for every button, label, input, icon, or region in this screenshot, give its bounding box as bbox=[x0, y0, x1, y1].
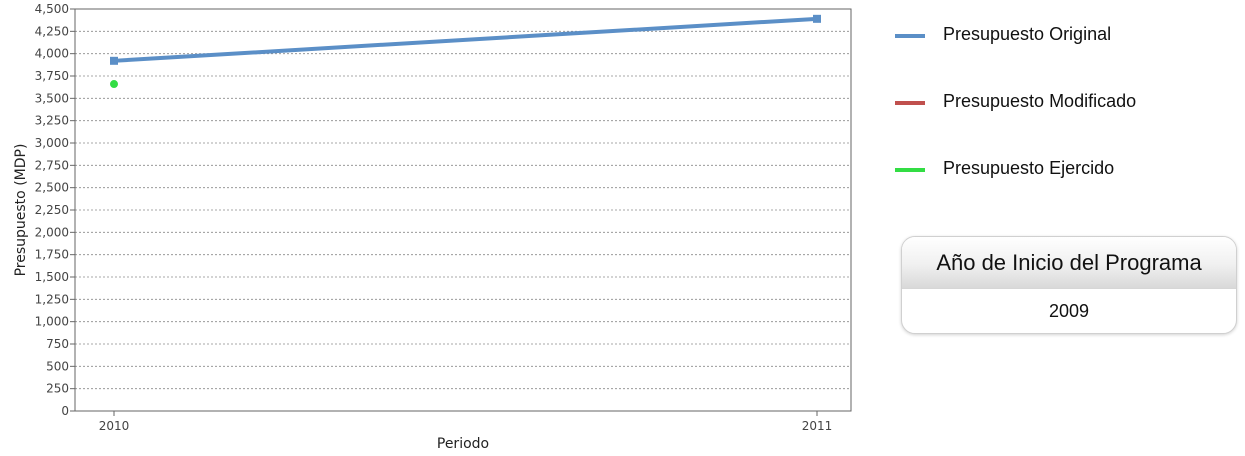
y-tick-label: 750 bbox=[46, 337, 69, 351]
y-tick-label: 1,000 bbox=[35, 315, 69, 329]
y-axis-ticks: 0 250 500 750 1,000 1,250 1,500 1,750 2,000 2,250… bbox=[35, 2, 75, 418]
data-point-presupuesto-original-2011[interactable] bbox=[813, 14, 821, 23]
legend-label-original: Presupuesto Original bbox=[943, 24, 1112, 44]
y-tick-label: 3,750 bbox=[35, 69, 69, 83]
x-axis-ticks: 2010 2011 bbox=[99, 411, 833, 433]
y-tick-label: 500 bbox=[46, 359, 69, 373]
legend-label-ejercido: Presupuesto Ejercido bbox=[943, 158, 1115, 178]
y-tick-label: 4,250 bbox=[35, 24, 69, 38]
y-tick-label: 1,750 bbox=[35, 248, 69, 262]
y-tick-label: 4,500 bbox=[35, 2, 69, 16]
line-chart: 0 250 500 750 1,000 1,250 1,500 1,750 2,000 2,250… bbox=[13, 2, 852, 452]
legend-label-modificado: Presupuesto Modificado bbox=[943, 91, 1137, 111]
x-tick-label: 2010 bbox=[99, 419, 130, 433]
program-start-year-value: 2009 bbox=[1048, 301, 1090, 321]
legend-swatch-ejercido bbox=[895, 168, 925, 172]
y-tick-label: 4,000 bbox=[35, 47, 69, 61]
y-tick-label: 2,500 bbox=[35, 181, 69, 195]
series-line-presupuesto-original bbox=[113, 16, 818, 63]
x-axis-title: Periodo bbox=[437, 436, 489, 452]
y-tick-label: 3,500 bbox=[35, 91, 69, 105]
program-start-year-box: Año de Inicio del Programa 2009 bbox=[901, 236, 1237, 334]
y-tick-label: 0 bbox=[61, 404, 69, 418]
program-start-year-title: Año de Inicio del Programa bbox=[902, 237, 1236, 289]
y-tick-label: 2,250 bbox=[35, 203, 69, 217]
y-tick-label: 1,250 bbox=[35, 292, 69, 306]
y-tick-label: 3,250 bbox=[35, 114, 69, 128]
x-tick-label: 2011 bbox=[802, 419, 833, 433]
legend-swatch-modificado bbox=[895, 101, 925, 105]
y-tick-label: 1,500 bbox=[35, 270, 69, 284]
y-tick-label: 2,000 bbox=[35, 225, 69, 239]
y-tick-label: 3,000 bbox=[35, 136, 69, 150]
gridlines bbox=[75, 30, 851, 390]
data-point-presupuesto-original-2010[interactable] bbox=[110, 56, 118, 65]
data-point-presupuesto-ejercido-2010[interactable] bbox=[110, 80, 118, 89]
y-tick-label: 250 bbox=[46, 382, 69, 396]
y-tick-label: 2,750 bbox=[35, 158, 69, 172]
legend-swatch-original bbox=[895, 34, 925, 38]
y-axis-title: Presupuesto (MDP) bbox=[13, 144, 29, 277]
series-layer bbox=[110, 14, 821, 89]
